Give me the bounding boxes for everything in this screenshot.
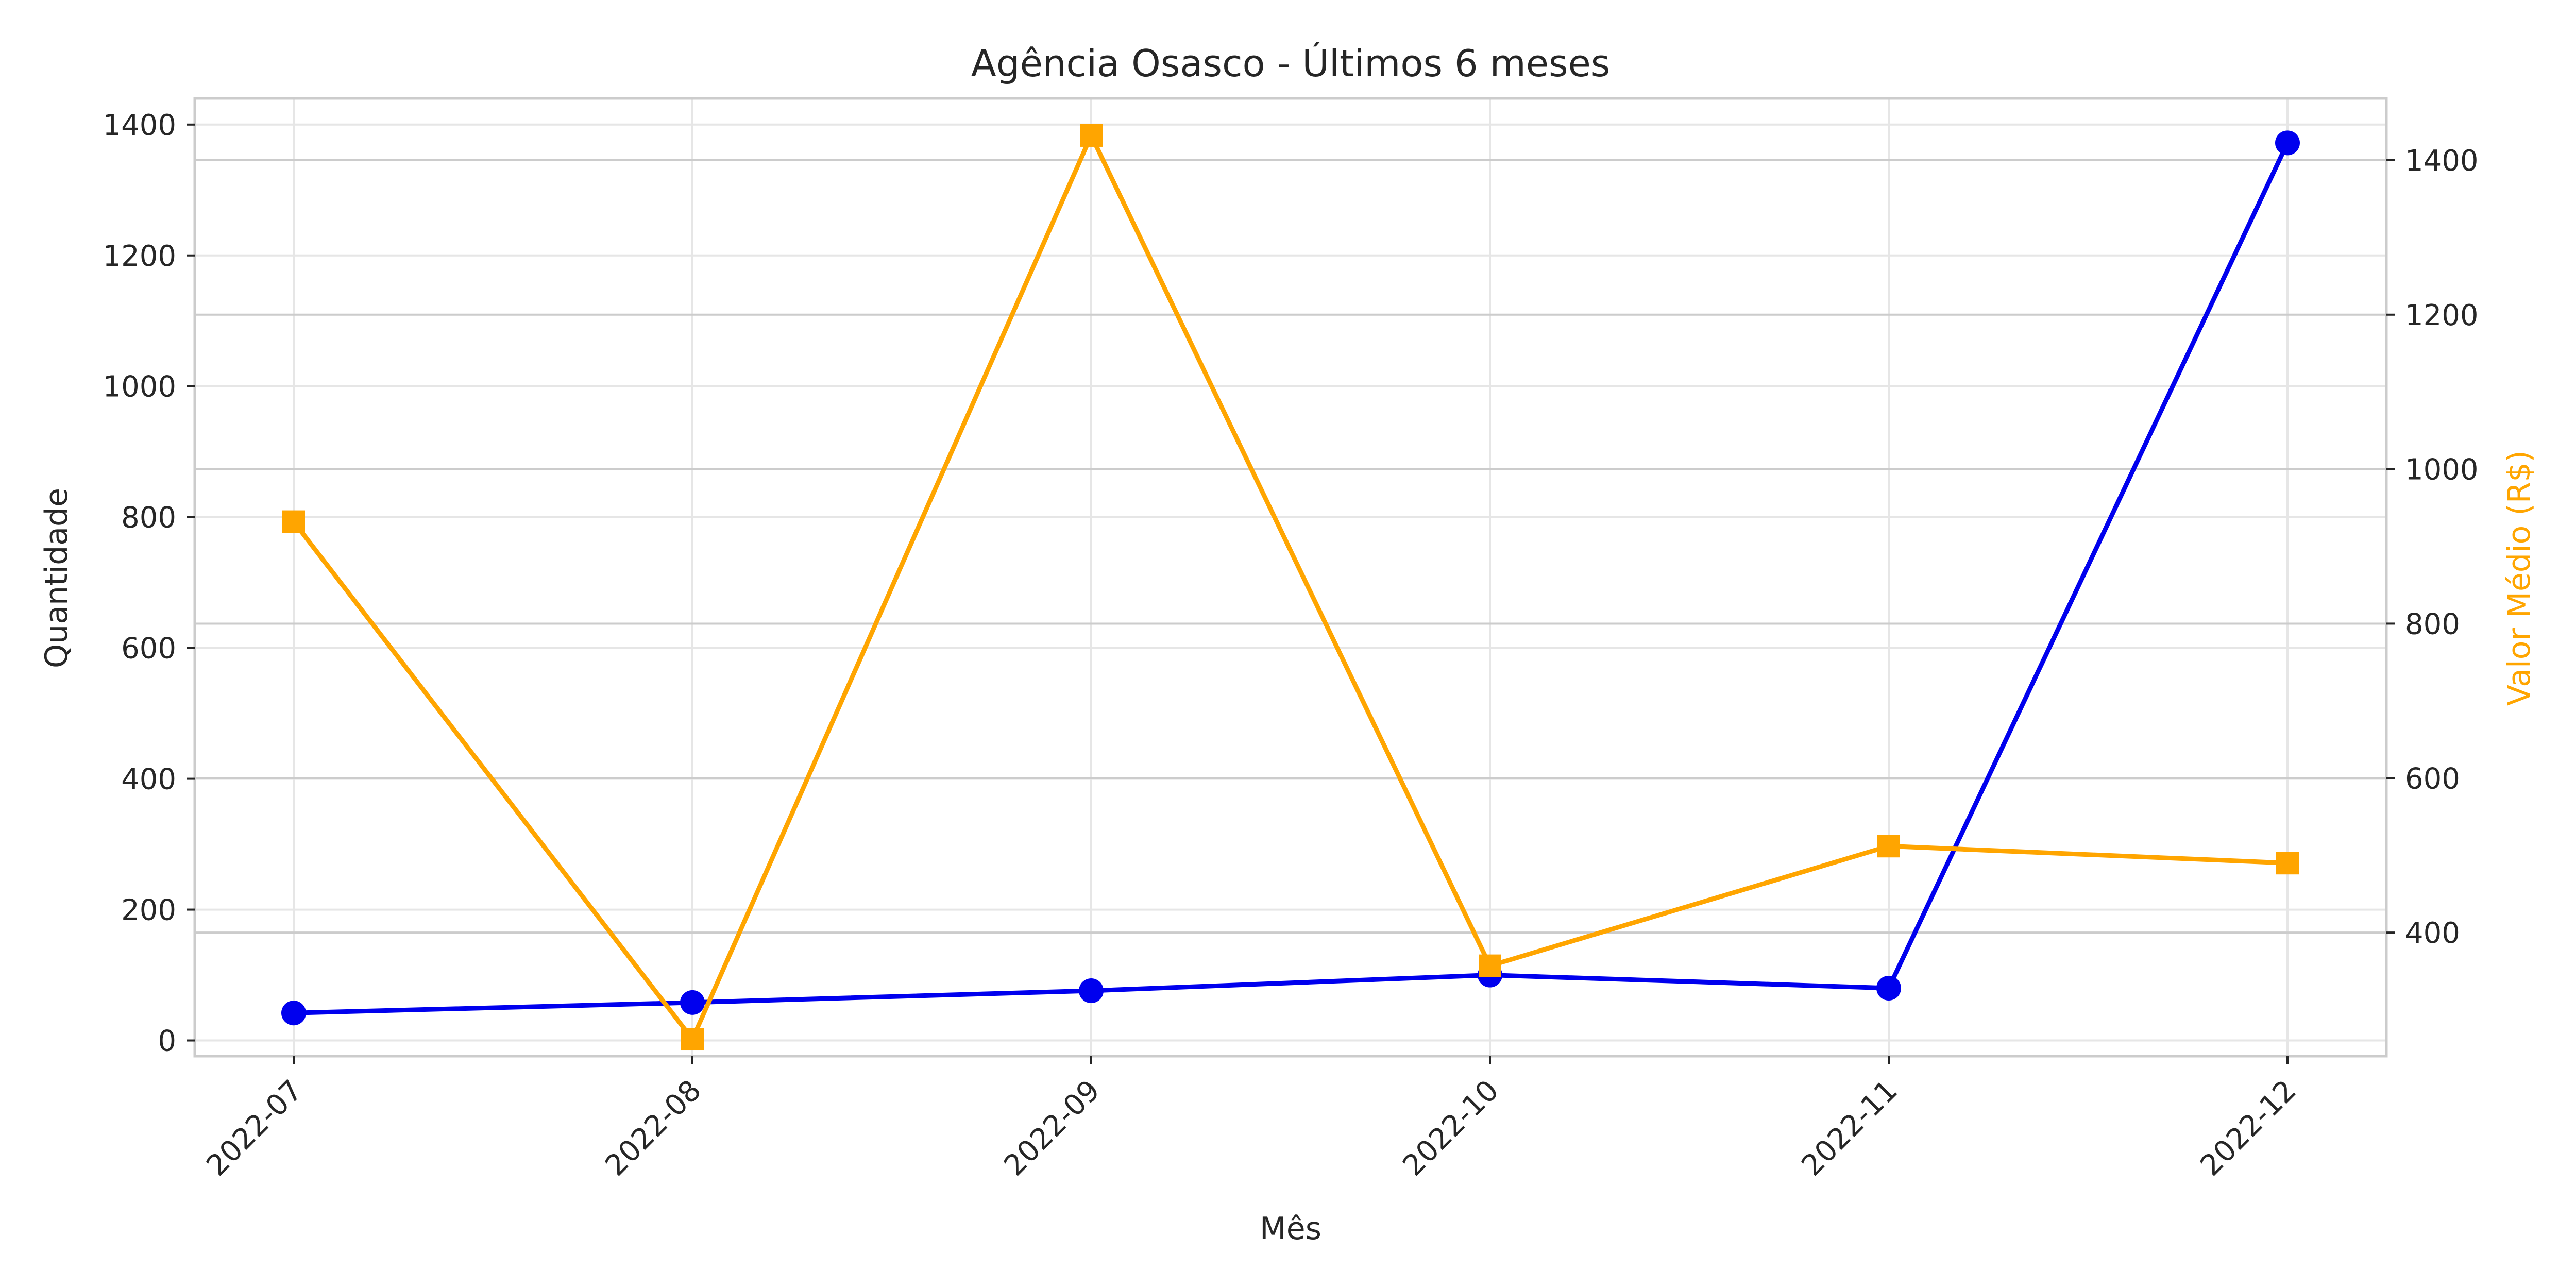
y-right-tick-label: 1200 xyxy=(2405,299,2479,332)
y-axis-label-right: Valor Médio (R$) xyxy=(2501,450,2537,706)
y-left-tick-label: 1400 xyxy=(103,109,176,142)
y-left-tick-label: 0 xyxy=(158,1025,176,1058)
valor-medio-point xyxy=(1080,124,1103,147)
y-left-tick-label: 400 xyxy=(121,763,176,796)
y-right-tick-label: 800 xyxy=(2405,607,2460,641)
axis-ticks: 2022-07 2022-08 2022-09 2022-10 2022-11 2022-… xyxy=(103,109,2478,1183)
grid xyxy=(195,98,2386,1056)
quantidade-point xyxy=(1876,975,1901,1001)
x-tick-label: 2022-10 xyxy=(1396,1074,1505,1182)
y-left-tick-label: 200 xyxy=(121,894,176,927)
y-axis-label-left: Quantidade xyxy=(39,488,75,668)
valor-medio-point xyxy=(282,510,305,533)
quantidade-point xyxy=(1079,978,1104,1004)
quantidade-point xyxy=(281,1001,306,1026)
series xyxy=(281,124,2300,1051)
y-right-tick-label: 1000 xyxy=(2405,453,2479,487)
quantidade-point xyxy=(680,990,705,1015)
plot-frame xyxy=(193,97,2388,1058)
y-right-tick-label: 1400 xyxy=(2405,144,2479,178)
x-axis-label: Mês xyxy=(1260,1211,1321,1247)
valor-medio-line xyxy=(292,133,2288,1042)
y-left-tick-label: 600 xyxy=(121,632,176,666)
x-tick-label: 2022-12 xyxy=(2194,1074,2302,1182)
valor-medio-point xyxy=(681,1028,704,1051)
x-tick-label: 2022-07 xyxy=(200,1074,309,1182)
y-left-tick-label: 800 xyxy=(121,501,176,535)
x-tick-label: 2022-09 xyxy=(997,1074,1106,1182)
quantidade-line xyxy=(293,142,2290,1015)
y-left-tick-label: 1200 xyxy=(103,240,176,273)
valor-medio-point xyxy=(1877,835,1900,858)
chart-title: Agência Osasco - Últimos 6 meses xyxy=(971,42,1611,85)
y-right-tick-label: 600 xyxy=(2405,762,2460,795)
x-tick-label: 2022-08 xyxy=(599,1074,707,1182)
y-left-tick-label: 1000 xyxy=(103,370,176,404)
x-tick-label: 2022-11 xyxy=(1795,1074,1904,1182)
y-right-tick-label: 400 xyxy=(2405,917,2460,950)
valor-medio-point xyxy=(1479,954,1501,977)
valor-medio-point xyxy=(2276,852,2299,875)
quantidade-point xyxy=(2275,130,2300,156)
